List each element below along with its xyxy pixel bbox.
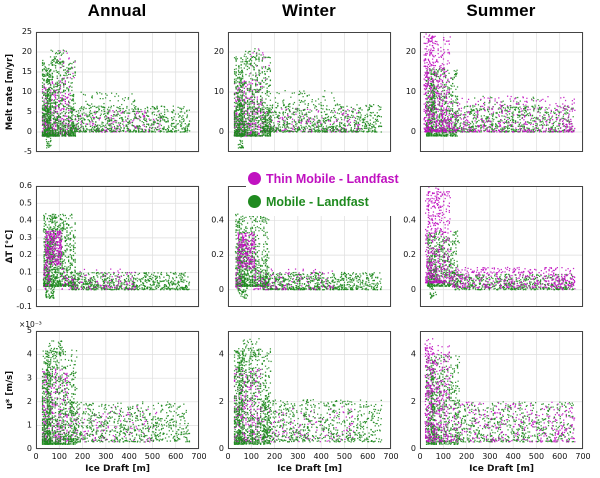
legend-item-thin-mobile-landfast: Thin Mobile - Landfast	[248, 167, 399, 190]
legend-label-thin-mobile-landfast: Thin Mobile - Landfast	[266, 171, 399, 186]
column-title-summer: Summer	[466, 1, 536, 20]
legend-marker-thin-mobile-icon	[248, 172, 261, 185]
panel-summer-u-star	[420, 331, 583, 449]
panel-annual-delta-t	[36, 186, 199, 307]
panel-winter-u-star	[228, 331, 391, 449]
panel-summer-melt-rate	[420, 32, 583, 152]
legend: Thin Mobile - Landfast Mobile - Landfast	[246, 166, 407, 216]
panel-winter-melt-rate	[228, 32, 391, 152]
legend-marker-mobile-icon	[248, 195, 261, 208]
legend-label-mobile-landfast: Mobile - Landfast	[266, 194, 369, 209]
panel-annual-melt-rate	[36, 32, 199, 152]
panel-annual-u-star	[36, 331, 199, 449]
legend-item-mobile-landfast: Mobile - Landfast	[248, 190, 399, 213]
column-title-winter: Winter	[282, 1, 336, 20]
column-title-annual: Annual	[87, 1, 147, 20]
panel-summer-delta-t	[420, 186, 583, 307]
